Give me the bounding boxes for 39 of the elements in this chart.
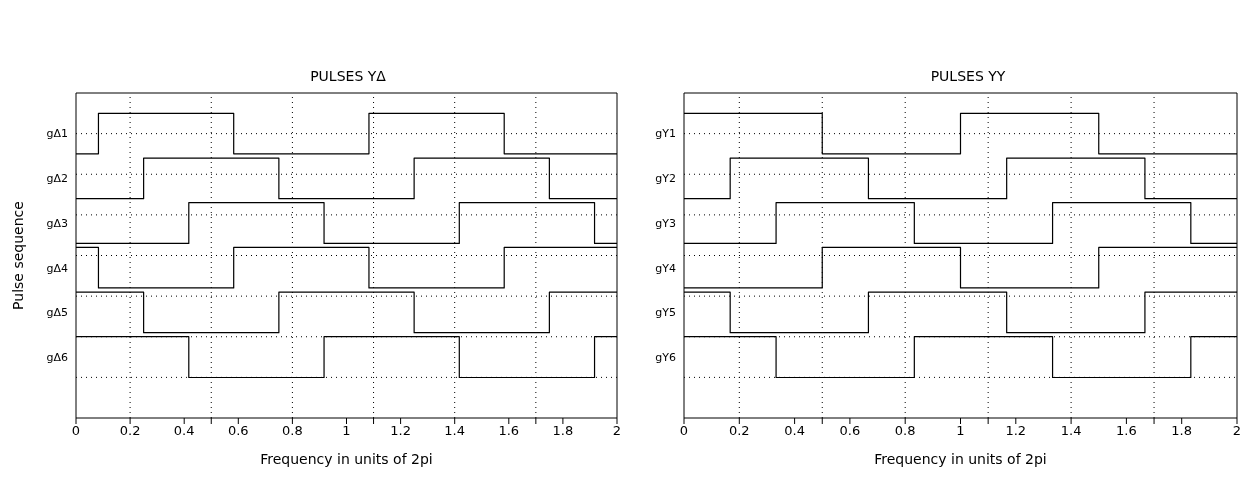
x-axis-title: Frequency in units of 2pi	[260, 451, 433, 467]
chart-title: PULSES YΔ	[309, 68, 387, 84]
x-tick-label: 1	[956, 423, 965, 438]
series-label: gΔ5	[46, 306, 68, 320]
x-tick-label: 0.4	[173, 423, 195, 438]
x-tick-label: 0.6	[839, 423, 861, 438]
x-tick-label: 1.8	[1171, 423, 1193, 438]
x-tick-label: 2	[1232, 423, 1242, 438]
series-label: gY2	[655, 172, 676, 186]
x-tick-label: 0	[71, 423, 81, 438]
series-label: gY5	[655, 306, 676, 320]
series-label: gΔ6	[46, 350, 68, 364]
series-label: gY1	[655, 127, 676, 141]
x-tick-label: 0.2	[119, 423, 141, 438]
x-tick-label: 1	[342, 423, 351, 438]
x-tick-label: 1.2	[390, 423, 411, 438]
series-label: gY3	[655, 216, 676, 230]
x-tick-label: 1.4	[444, 423, 466, 438]
x-tick-label: 2	[612, 423, 622, 438]
x-axis-title: Frequency in units of 2pi	[874, 451, 1047, 467]
series-label: gY6	[655, 350, 676, 364]
x-tick-label: 1.8	[552, 423, 574, 438]
x-tick-label: 0.8	[282, 423, 303, 438]
series-label: gY4	[655, 261, 676, 275]
x-tick-label: 0.2	[728, 423, 750, 438]
x-tick-label: 1.6	[498, 423, 520, 438]
x-tick-label: 0.8	[894, 423, 916, 438]
y-axis-title: Pulse sequence	[9, 201, 26, 310]
x-tick-label: 1.2	[1005, 423, 1027, 438]
chart-title: PULSES YY	[929, 68, 1007, 84]
series-label: gΔ4	[46, 261, 68, 275]
series-label: gΔ3	[46, 216, 68, 230]
x-tick-label: 0.4	[784, 423, 805, 438]
series-label: gΔ1	[46, 127, 68, 141]
series-label: gΔ2	[46, 172, 68, 186]
x-tick-label: 1.4	[1060, 423, 1082, 438]
x-tick-label: 0.6	[227, 423, 249, 438]
x-tick-label: 0	[679, 423, 689, 438]
x-tick-label: 1.6	[1116, 423, 1137, 438]
